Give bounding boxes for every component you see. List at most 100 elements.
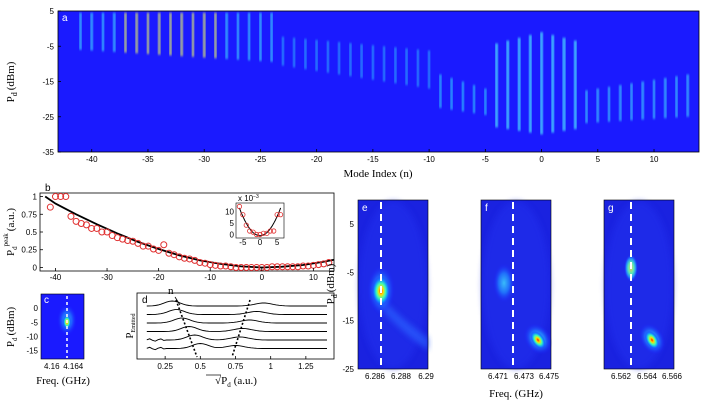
panel-a-streak [326,40,329,73]
panel-b-point [165,249,173,257]
panel-a-streak [113,12,116,52]
panel-b-point [160,241,168,249]
panel-b-point [98,228,106,236]
panel-xtick-label: 6.566 [662,372,683,381]
panel-d: n 0.25 0.5 0.75 1 1.25 d PEmitted √Pd (a.u.) [124,285,335,389]
panel-b-point [139,242,147,250]
panel-a-streak [203,12,206,58]
panel-b-point [268,263,276,271]
panel-a-y-ticks: 5 -5 -15 -25 -35 [42,7,61,157]
panel-a-streak [540,32,543,135]
panel-xtick-label: 6.562 [611,372,632,381]
panel-a-streak [281,36,285,66]
panel-a-streak [405,48,408,86]
panel-a-streak [225,12,228,59]
panel-b-inset-ytick-label: 10 [225,207,234,216]
panel-a-streak [293,37,296,68]
panel-a-streak [180,12,183,57]
panel-b-point [196,258,204,266]
panel-a-streak [529,34,532,133]
panel-b-inset-ytick-label: 0 [230,231,235,240]
panel-a-xlabel: Mode Index (n) [343,168,412,180]
panel-b-ylabel: Pdpeak(a.u.) [2,208,19,256]
panel-b-inset-point [277,212,284,218]
panel-c-x-ticks: 4.16 4.164 [44,362,84,371]
panel-b-xtick-label: -30 [101,273,113,282]
panel-b-inset-xtick-label: -5 [239,238,247,247]
panel-b-ytick-label: 1 [33,193,38,202]
panel-b-point [57,193,65,201]
panel-b-inset-point [240,212,246,218]
panel-b-point [175,253,183,261]
panel-b-point [201,259,209,267]
panel-b-inset-xtick-label: 5 [275,238,280,247]
panel-b-point [88,224,96,232]
panel-b-inset-multiplier: x 10−3 [238,194,259,203]
panel-c-y-ticks: 0 -5 -10 -15 [26,304,38,355]
panel-a-streak [270,12,273,62]
panel-e-ytick-label: 5 [350,220,355,229]
panel-a-streak [158,12,161,55]
panel-f-label: f [485,203,488,214]
panel-a-streak [349,43,352,77]
panel-f-lower-blob [530,331,546,349]
panel-b-inset-point [271,228,277,234]
panel-d-x-ticks: 0.25 0.5 0.75 1 1.25 [157,356,314,371]
panel-b-inset-point [247,228,253,234]
panel-b-point [211,261,219,269]
panel-a-streak [101,12,105,52]
panel-e-ytick-label: -5 [347,268,355,277]
panel-b-inset-point [253,231,260,238]
panel-a-xtick-label: -15 [367,155,379,164]
panel-c-ytick-label: -15 [26,347,38,356]
panel-b-points [46,193,333,271]
panel-a-xtick-label: -40 [86,155,98,164]
panel-b-point [315,261,323,269]
panel-b-point [253,263,261,271]
panel-a-streak [428,50,431,89]
panel-b-label: b [45,183,51,194]
panel-a-ylabel: Pd(dBm) [5,61,19,102]
panel-b-ytick-label: 0.75 [21,210,37,219]
panel-b-inset-point [274,212,280,218]
panel-a-streak [338,42,341,75]
panel-a-ytick-label: -15 [42,78,54,87]
panel-b-inset-point [236,203,243,210]
panel-a-streak [585,90,588,124]
panel-xtick-label: 6.29 [418,372,434,381]
panel-g-label: g [608,203,614,214]
panel-b-point [227,263,235,271]
panel-a-xtick-label: 5 [596,155,601,164]
panel-d-trace [146,317,327,324]
panel-b-point [237,263,245,271]
panel-a-streak [675,76,678,118]
panel-c-ytick-label: -10 [26,332,38,341]
panel-a: -40 -35 -30 -25 -20 -15 -10 -5 0 5 10 5 -5 -15 -25 -35… [5,7,700,180]
panel-e: 5 -5 -15 -25 6.286 6.288 6.29 e Pd(dBm) [325,199,434,381]
panel-a-streak [191,12,195,57]
panel-a-streak [304,38,307,70]
panel-c-frame [40,293,85,360]
panel-b-point [149,245,157,253]
panel-b-point [113,234,121,242]
panel-c-ytick-label: 0 [34,304,39,313]
panel-e-ytick-label: -25 [342,365,354,374]
panel-f-frame [480,199,552,370]
panel-a-xtick-label: -5 [482,155,490,164]
panel-b-inset-point [267,228,273,234]
panel-b-inset-xtick-label: 0 [258,238,263,247]
panel-b-point [51,193,59,201]
panel-a-streak [641,81,644,120]
panel-a-streak [146,12,150,55]
panel-b-point [206,261,214,269]
panel-a-ytick-label: -25 [42,113,54,122]
panel-a-xtick-label: -20 [311,155,323,164]
panel-b: -40 -30 -20 -10 0 10 1 0.75 0.5 0.25 0 b Pdpeak(a… [2,183,335,282]
panel-d-xtick-label: 0.5 [195,362,207,371]
panel-d-xtick-label: 1.25 [298,362,314,371]
panel-b-inset-ytick-label: 5 [230,219,235,228]
panel-a-xtick-label: 10 [650,155,659,164]
panel-b-point [103,228,111,236]
panel-e-x-ticks: 6.286 6.288 6.29 [365,372,434,381]
panel-b-point [284,263,292,271]
